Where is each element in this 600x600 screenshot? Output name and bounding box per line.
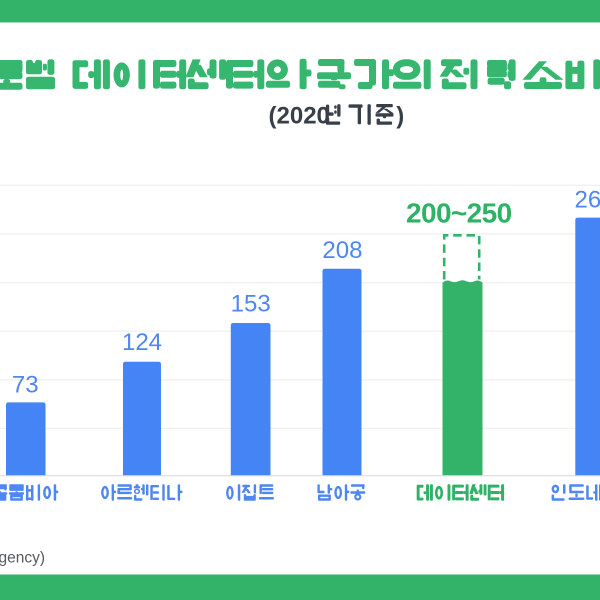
- svg-text:gency): gency): [0, 550, 45, 567]
- svg-text:200~250: 200~250: [406, 198, 512, 229]
- svg-text:(2020: (2020: [269, 103, 330, 130]
- svg-text:73: 73: [12, 371, 39, 398]
- svg-text:266: 266: [574, 187, 600, 214]
- svg-text:208: 208: [322, 237, 362, 264]
- svg-text:153: 153: [231, 291, 271, 318]
- svg-text:124: 124: [122, 329, 162, 356]
- svg-text:): ): [396, 103, 404, 130]
